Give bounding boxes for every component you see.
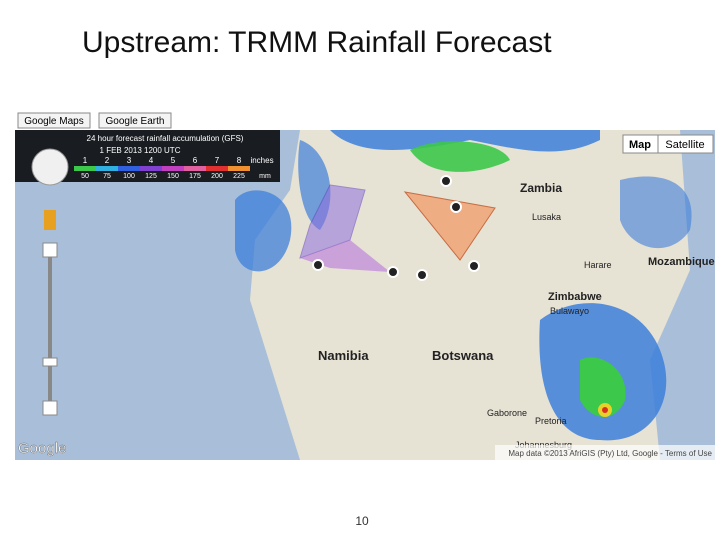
place-label: Namibia [318,348,369,363]
legend-inch: 2 [105,156,110,165]
gauges [312,175,480,281]
legend-mm: 175 [189,173,201,180]
slide-title: Upstream: TRMM Rainfall Forecast [82,26,552,59]
place-label: Zimbabwe [548,291,602,303]
legend-inch: 4 [149,156,154,165]
place-label: Bulawayo [550,306,589,316]
map-type-button[interactable] [657,134,714,154]
zoom-handle[interactable] [42,357,58,367]
legend-swatch [118,166,140,171]
legend-inch: 5 [171,156,176,165]
gauge [440,175,452,187]
attribution: Map data ©2013 AfriGIS (Pty) Ltd, Google… [508,449,712,458]
place-label: Botswana [432,348,494,363]
gauge [387,266,399,278]
page-number: 10 [355,514,369,528]
legend-date: 1 FEB 2013 1200 UTC [100,146,181,155]
button[interactable] [17,112,91,129]
legend-swatch [206,166,228,171]
pan-control[interactable] [31,148,69,186]
legend-mm: 50 [81,173,89,180]
place-label: Gaborone [487,408,527,418]
gauge [416,269,428,281]
rain [235,190,292,272]
attribution-bg [495,445,715,460]
legend-inch: 8 [237,156,242,165]
button-label[interactable]: Google Earth [106,116,165,127]
gauge [450,201,462,213]
ocean-east [650,130,715,460]
legend-swatch [74,166,96,171]
legend-mm: 75 [103,173,111,180]
legend-mm: 100 [123,173,135,180]
legend-swatch [184,166,206,171]
rain [410,141,510,172]
gauge [312,259,324,271]
legend-inch: 3 [127,156,132,165]
zoom-in[interactable] [42,242,58,258]
catchment [403,191,496,261]
legend-swatch [162,166,184,171]
ocean [15,130,300,460]
legend-swatch [140,166,162,171]
legend-mm: 150 [167,173,179,180]
legend-inch: 1 [83,156,88,165]
place-label: Pretoria [535,416,567,426]
legend-mm: 200 [211,173,223,180]
place-label: Mozambique [648,256,715,268]
legend-scale: 1 2 3 4 5 6 7 8 inches 50 75 100 125 150 175 200 225 mm [74,156,274,180]
legend-swatch [228,166,250,171]
rain [330,130,600,152]
legend-inch: 6 [193,156,198,165]
rain [620,176,692,249]
map-type-label[interactable]: Map [629,139,651,151]
button-label[interactable]: Google Maps [24,116,83,127]
legend-title: 24 hour forecast rainfall accumulation (… [87,134,244,143]
google-logo: Google [18,440,66,457]
pegman[interactable] [44,210,56,230]
zoom-out[interactable] [42,400,58,416]
rain [580,357,626,417]
legend-swatch [96,166,118,171]
place-label: Zambia [520,181,562,195]
legend-mm: 225 [233,173,245,180]
rain [602,407,608,413]
place-label: Lusaka [532,212,561,222]
map-screenshot: Google Maps Google Earth Map Satellite 2… [15,112,715,460]
legend-inch: 7 [215,156,220,165]
button[interactable] [98,112,172,129]
legend-unit: inches [250,156,273,165]
place-label: Harare [584,260,612,270]
map-type-label[interactable]: Satellite [665,139,704,151]
gauge [468,260,480,272]
legend-unit: mm [259,173,271,180]
legend-mm: 125 [145,173,157,180]
